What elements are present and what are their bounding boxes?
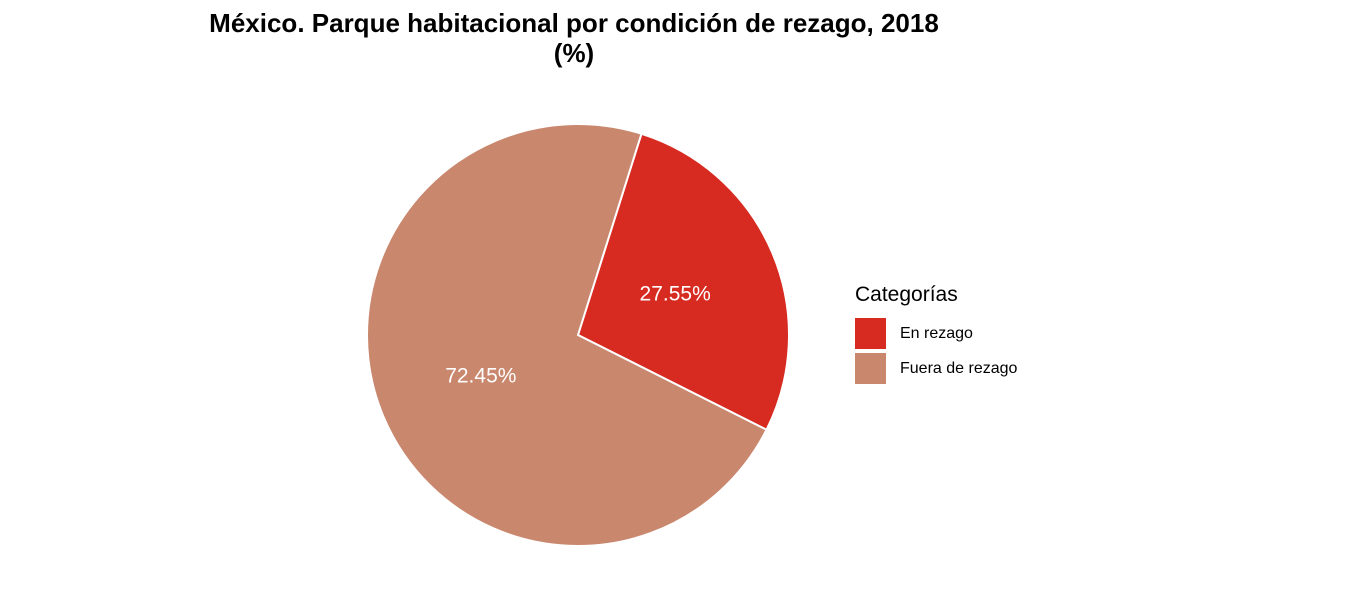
legend-label-en-rezago: En rezago: [900, 324, 973, 342]
pie-slice-en-rezago: [576, 132, 790, 432]
legend-key-fuera-de-rezago: [855, 353, 886, 384]
chart-title: México. Parque habitacional por condició…: [124, 8, 1024, 68]
chart-title-line-2: (%): [553, 38, 595, 68]
legend-key-en-rezago: [855, 318, 886, 349]
legend-item-en-rezago: En rezago: [855, 316, 1017, 351]
slice-label-en-rezago: 27.55%: [640, 282, 711, 305]
chart-title-line-1: México. Parque habitacional por condició…: [209, 8, 939, 38]
slice-label-fuera-de-rezago: 72.45%: [445, 365, 516, 388]
legend-item-fuera-de-rezago: Fuera de rezago: [855, 351, 1017, 386]
pie-slice-fuera-de-rezago: [366, 123, 768, 547]
legend: Categorías En rezago Fuera de rezago: [855, 282, 1017, 386]
legend-label-fuera-de-rezago: Fuera de rezago: [900, 359, 1018, 377]
legend-title: Categorías: [855, 283, 958, 306]
